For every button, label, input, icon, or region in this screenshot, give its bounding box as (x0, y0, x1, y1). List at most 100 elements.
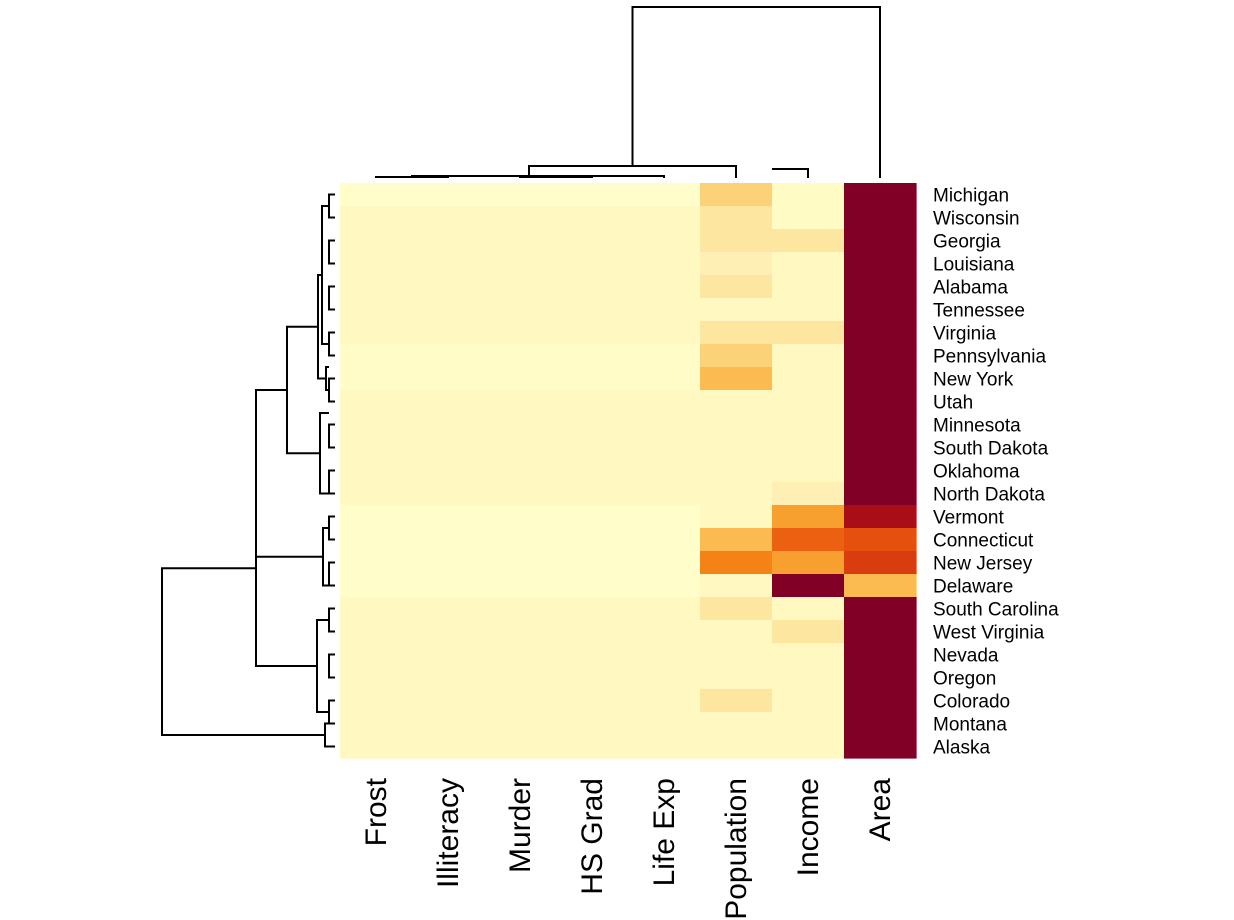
heatmap-cell (628, 275, 701, 299)
heatmap-cell (700, 482, 773, 506)
heatmap-cell (844, 689, 917, 713)
dendrogram-branch (328, 561, 335, 587)
heatmap-cell (412, 321, 485, 345)
heatmap-cell (628, 229, 701, 253)
heatmap-cell (844, 505, 917, 529)
column-label: Population (720, 778, 753, 920)
heatmap-cell (628, 436, 701, 460)
row-label: Oklahoma (933, 462, 1020, 483)
row-label: New Jersey (933, 554, 1033, 575)
heatmap-cell (556, 206, 629, 230)
heatmap-cell (844, 298, 917, 322)
heatmap-cell (340, 206, 413, 230)
dendrogram-branch (328, 377, 335, 403)
heatmap-cell (772, 712, 845, 736)
heatmap-cell (628, 551, 701, 575)
heatmap-cell (340, 413, 413, 437)
heatmap-cell (844, 620, 917, 644)
heatmap-cell (484, 735, 557, 759)
heatmap-cell (700, 459, 773, 483)
dendrogram-branch (328, 653, 335, 679)
row-label: Colorado (933, 692, 1010, 713)
heatmap-cell (484, 436, 557, 460)
heatmap-cell (844, 321, 917, 345)
heatmap-cell (412, 252, 485, 276)
heatmap-cell (484, 574, 557, 598)
heatmap-cell (484, 413, 557, 437)
heatmap-cell (628, 735, 701, 759)
dendrogram-branch (328, 193, 335, 219)
row-label: Wisconsin (933, 209, 1020, 230)
row-label: Virginia (933, 324, 996, 345)
heatmap-cell (700, 735, 773, 759)
heatmap-cell (340, 574, 413, 598)
heatmap-cell (340, 436, 413, 460)
row-label: Utah (933, 393, 973, 414)
heatmap-cell (412, 344, 485, 368)
heatmap-cell (844, 390, 917, 414)
heatmap-cell (772, 275, 845, 299)
heatmap-cell (556, 367, 629, 391)
heatmap-cell (340, 551, 413, 575)
heatmap-cell (628, 528, 701, 552)
column-label: Frost (360, 777, 393, 846)
row-label: Minnesota (933, 416, 1021, 437)
heatmap-cell (556, 689, 629, 713)
dendrogram-branch (286, 325, 320, 455)
heatmap-cell (844, 666, 917, 690)
heatmap-cell (484, 597, 557, 621)
heatmap-cell (484, 551, 557, 575)
dendrogram-branch (328, 331, 335, 357)
heatmap-cell (412, 551, 485, 575)
heatmap-cell (556, 666, 629, 690)
heatmap-cell (412, 367, 485, 391)
heatmap-cell (844, 252, 917, 276)
heatmap-cell (412, 505, 485, 529)
heatmap-cell (412, 574, 485, 598)
heatmap-cell (700, 183, 773, 207)
heatmap-cell (340, 298, 413, 322)
row-label: New York (933, 370, 1014, 391)
heatmap-cell (340, 390, 413, 414)
heatmap-cell (484, 712, 557, 736)
heatmap-cell (700, 505, 773, 529)
heatmap-cell (484, 482, 557, 506)
heatmap-cell (340, 735, 413, 759)
heatmap-cell (556, 298, 629, 322)
heatmap-cell (484, 252, 557, 276)
heatmap-cell (772, 459, 845, 483)
heatmap-cell (412, 229, 485, 253)
heatmap-cell (700, 413, 773, 437)
heatmap-cell (700, 344, 773, 368)
row-label: Delaware (933, 577, 1013, 598)
heatmap-cell (700, 252, 773, 276)
heatmap-cell (484, 459, 557, 483)
heatmap-cell (772, 183, 845, 207)
dendrogram-branch (772, 168, 809, 178)
column-label: Life Exp (648, 778, 681, 886)
heatmap-cell (844, 597, 917, 621)
heatmap-cell (340, 528, 413, 552)
row-label: Michigan (933, 186, 1009, 207)
row-dendrogram (161, 193, 335, 748)
heatmap-cell (772, 528, 845, 552)
heatmap-cell (412, 413, 485, 437)
heatmap-cell (340, 344, 413, 368)
dendrogram-branch (255, 389, 323, 558)
heatmap-cell (628, 252, 701, 276)
heatmap-cell (700, 551, 773, 575)
row-label: Alabama (933, 278, 1008, 299)
heatmap-cell (844, 229, 917, 253)
dendrogram-branch (519, 176, 593, 178)
heatmap-cell (844, 482, 917, 506)
heatmap-cell (772, 229, 845, 253)
heatmap-cell (484, 275, 557, 299)
heatmap-cell (628, 367, 701, 391)
row-label: Tennessee (933, 301, 1025, 322)
heatmap-cell (340, 367, 413, 391)
heatmap-cell (700, 298, 773, 322)
row-label: Connecticut (933, 531, 1034, 552)
heatmap-cell (628, 344, 701, 368)
heatmap-cell (628, 712, 701, 736)
